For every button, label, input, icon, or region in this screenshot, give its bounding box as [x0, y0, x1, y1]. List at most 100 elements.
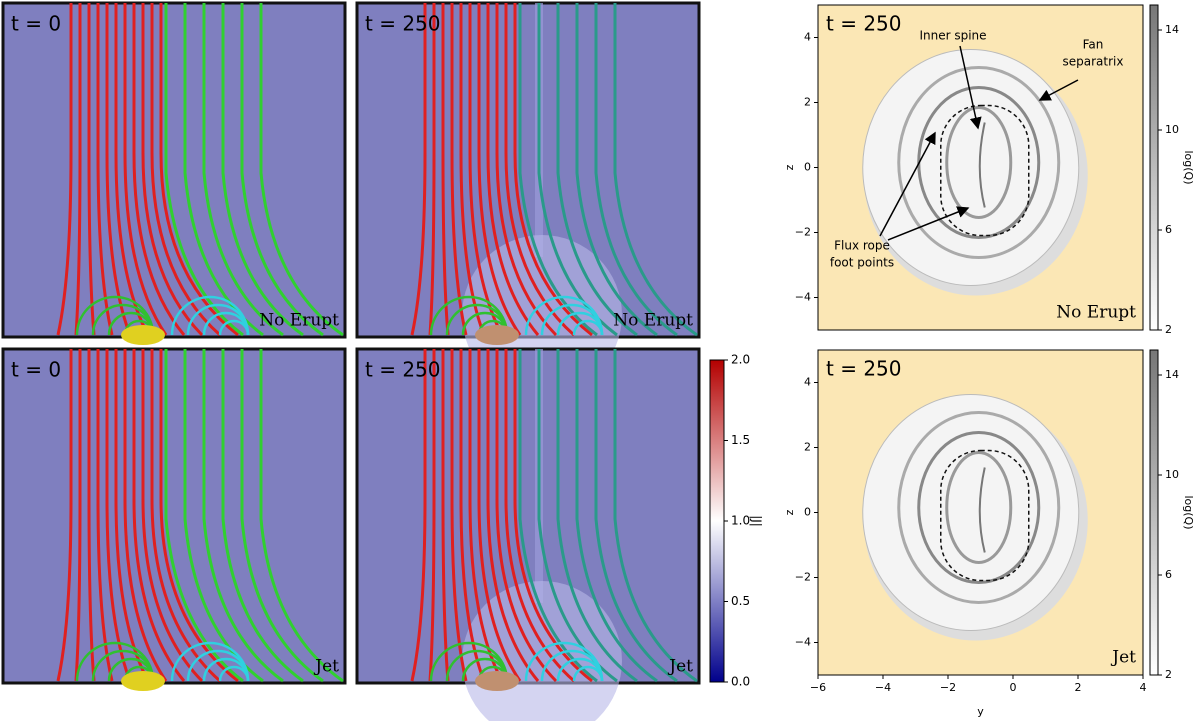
field-line	[105, 3, 132, 336]
field-line	[123, 3, 168, 336]
q-ring	[897, 66, 1061, 259]
field-line	[56, 3, 73, 336]
field-line	[518, 349, 598, 683]
field-line	[450, 3, 468, 336]
q-map: t = 250 No Erupt −4 −2 0 2 4 z 2 6 10 14 log(Q)	[783, 4, 1195, 336]
loop	[170, 295, 250, 336]
q-colorbar	[1149, 4, 1159, 331]
field-line	[495, 3, 558, 337]
x-tick-label: 2	[1075, 681, 1082, 694]
field-line	[428, 349, 436, 682]
field-line	[518, 3, 598, 337]
q-colorbar-tick-label: 2	[1165, 323, 1172, 336]
field-line	[495, 349, 558, 683]
colorbar-tick-label: 0.5	[731, 594, 750, 608]
field-line	[459, 349, 486, 682]
field-line	[441, 349, 450, 682]
flux-rope-outline	[940, 104, 1030, 237]
y-tick-label: −2	[795, 571, 811, 584]
field-line	[486, 3, 540, 336]
panel-bg	[1, 347, 347, 685]
colorbar-tick-label: 1.5	[731, 433, 750, 447]
arrow	[959, 45, 982, 130]
sim-panel: t = 0 No Erupt	[1, 1, 347, 345]
q-ring	[945, 106, 1013, 219]
field-line	[56, 349, 73, 682]
x-tick-label: −2	[940, 681, 956, 694]
y-tick-label: 0	[804, 506, 811, 519]
field-line	[150, 3, 221, 337]
colorbar-tick-label: 0.0	[731, 675, 750, 689]
q-colorbar	[1149, 349, 1159, 676]
flux-rope	[121, 671, 165, 691]
field-line	[450, 349, 468, 682]
y-tick-label: −2	[795, 226, 811, 239]
annotation: foot points	[830, 256, 894, 270]
loop	[524, 641, 604, 682]
field-line	[410, 3, 427, 336]
field-line	[96, 349, 114, 682]
colorbar	[709, 359, 725, 683]
q-colorbar-tick-label: 14	[1165, 23, 1179, 36]
annotation: Inner spine	[919, 29, 986, 43]
y-axis-label: z	[783, 164, 796, 170]
panel-label: Jet	[667, 657, 693, 677]
field-line	[468, 3, 504, 336]
field-line	[164, 349, 244, 683]
field-line	[202, 3, 284, 337]
panel-time: t = 0	[11, 358, 61, 382]
field-line	[132, 349, 186, 682]
q-map-time: t = 250	[826, 12, 902, 36]
y-tick-label: 0	[804, 161, 811, 174]
x-tick-label: 0	[1010, 681, 1017, 694]
colorbar-tick-label: 2.0	[731, 353, 750, 367]
y-axis-label: z	[783, 509, 796, 515]
inner-spine	[978, 122, 986, 208]
y-tick-label: −4	[795, 291, 811, 304]
field-line	[114, 349, 150, 682]
q-map-label: Jet	[1110, 648, 1136, 668]
y-tick-label: −4	[795, 636, 811, 649]
panel-bg	[1, 1, 347, 339]
sim-panel: t = 0 Jet	[1, 347, 347, 691]
colorbar-label: |J|	[750, 515, 764, 527]
field-line	[594, 349, 678, 683]
loop	[75, 641, 155, 682]
field-line	[504, 349, 575, 683]
field-line	[164, 3, 244, 337]
q-map-label: No Erupt	[1056, 303, 1136, 323]
field-line	[477, 349, 522, 682]
sim-panel: t = 250 No Erupt	[355, 1, 701, 395]
fan-dome	[862, 394, 1080, 631]
field-line	[240, 3, 324, 337]
loop	[75, 295, 155, 336]
panel-time: t = 250	[365, 12, 441, 36]
panel-label: No Erupt	[613, 311, 693, 331]
field-line	[486, 349, 540, 682]
loop	[524, 295, 604, 336]
field-line	[513, 3, 593, 337]
panel-label: Jet	[313, 657, 339, 677]
field-line	[410, 349, 427, 682]
field-line	[159, 3, 239, 337]
q-ring	[917, 431, 1041, 584]
field-line	[123, 349, 168, 682]
q-ring	[897, 411, 1061, 604]
x-tick-label: 4	[1140, 681, 1147, 694]
arrow	[1038, 79, 1079, 101]
fan-dome	[862, 49, 1080, 286]
q-colorbar-tick-label: 2	[1165, 668, 1172, 681]
field-line	[513, 349, 593, 683]
q-colorbar-tick-label: 6	[1165, 568, 1172, 581]
q-colorbar-tick-label: 14	[1165, 368, 1179, 381]
loop	[429, 295, 509, 336]
q-map: t = 250 Jet −4 −2 0 2 4 z 2 6 10 14 log(Q) −6 −4 −2 0 2 4 y	[783, 349, 1195, 718]
field-line	[575, 349, 658, 683]
y-tick-label: 4	[804, 31, 811, 44]
flux-rope	[475, 325, 519, 345]
flux-rope	[121, 325, 165, 345]
panel-time: t = 250	[365, 358, 441, 382]
y-tick-label: 4	[804, 376, 811, 389]
